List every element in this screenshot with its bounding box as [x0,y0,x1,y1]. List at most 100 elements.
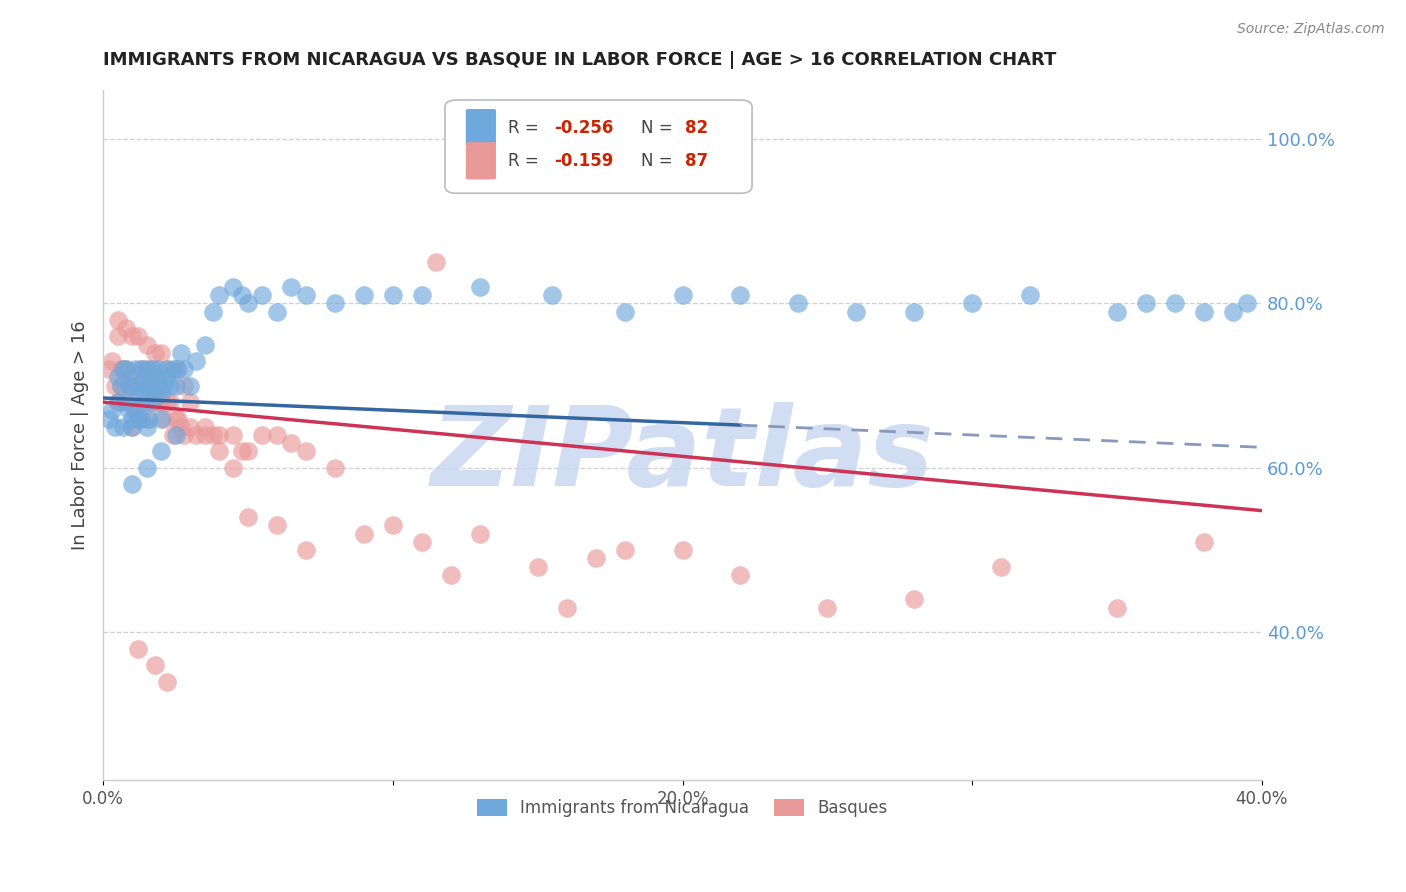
Point [138,378,160,392]
Point [173,428,195,442]
Point [1222,304,1244,318]
Point [124,403,146,417]
Point [468,280,491,294]
Point [165,428,187,442]
Text: IMMIGRANTS FROM NICARAGUA VS BASQUE IN LABOR FORCE | AGE > 16 CORRELATION CHART: IMMIGRANTS FROM NICARAGUA VS BASQUE IN L… [103,51,1056,69]
Point [208,428,231,442]
Point [135,411,157,425]
Point [236,444,259,458]
Point [903,304,925,318]
Point [815,600,838,615]
Point [613,304,636,318]
Point [179,378,201,392]
Point [127,411,149,425]
Point [730,567,752,582]
Point [787,296,810,310]
Point [97,411,120,425]
Point [411,534,433,549]
Point [381,288,404,302]
Point [112,362,135,376]
Point [222,428,245,442]
Point [121,419,143,434]
Point [425,255,447,269]
Point [585,551,607,566]
Point [179,395,201,409]
Point [411,288,433,302]
Point [115,321,138,335]
Point [162,428,184,442]
Point [193,337,215,351]
Point [132,362,155,376]
Point [323,461,346,475]
Point [1164,296,1187,310]
Point [104,419,127,434]
Point [138,411,160,425]
Point [121,378,143,392]
Point [118,370,141,384]
Point [110,378,132,392]
FancyBboxPatch shape [465,142,496,179]
Point [280,280,302,294]
Point [156,395,179,409]
Point [960,296,983,310]
FancyBboxPatch shape [444,100,752,194]
Point [167,362,190,376]
Point [231,288,253,302]
Text: Source: ZipAtlas.com: Source: ZipAtlas.com [1237,22,1385,37]
Point [730,288,752,302]
Point [266,304,288,318]
Point [129,362,152,376]
Point [165,362,187,376]
Point [127,378,149,392]
Point [107,313,129,327]
Point [146,362,169,376]
Point [1135,296,1157,310]
Point [153,411,176,425]
Point [112,362,135,376]
Y-axis label: In Labor Force | Age > 16: In Labor Force | Age > 16 [72,320,89,549]
Point [236,296,259,310]
Point [150,345,173,359]
Point [167,411,190,425]
Point [129,411,152,425]
Text: -0.256: -0.256 [554,119,613,136]
Point [1192,534,1215,549]
Point [184,428,207,442]
Text: N =: N = [641,119,678,136]
Point [107,395,129,409]
Point [222,461,245,475]
Point [101,354,124,368]
Point [165,411,187,425]
Point [165,378,187,392]
Point [129,362,152,376]
Point [231,444,253,458]
Point [150,411,173,425]
Point [107,395,129,409]
Point [252,288,274,302]
Point [135,378,157,392]
Point [115,362,138,376]
Point [323,296,346,310]
Point [156,370,179,384]
Point [159,378,181,392]
Point [613,543,636,558]
Point [135,337,157,351]
Point [150,444,173,458]
Point [141,362,163,376]
Point [208,288,231,302]
Text: 87: 87 [685,152,709,169]
FancyBboxPatch shape [465,109,496,146]
Point [129,395,152,409]
Point [184,354,207,368]
Point [132,370,155,384]
Point [138,370,160,384]
Point [1019,288,1042,302]
Point [208,444,231,458]
Point [135,378,157,392]
Point [135,461,157,475]
Point [353,526,375,541]
Point [132,395,155,409]
Point [252,428,274,442]
Point [121,477,143,491]
Point [193,428,215,442]
